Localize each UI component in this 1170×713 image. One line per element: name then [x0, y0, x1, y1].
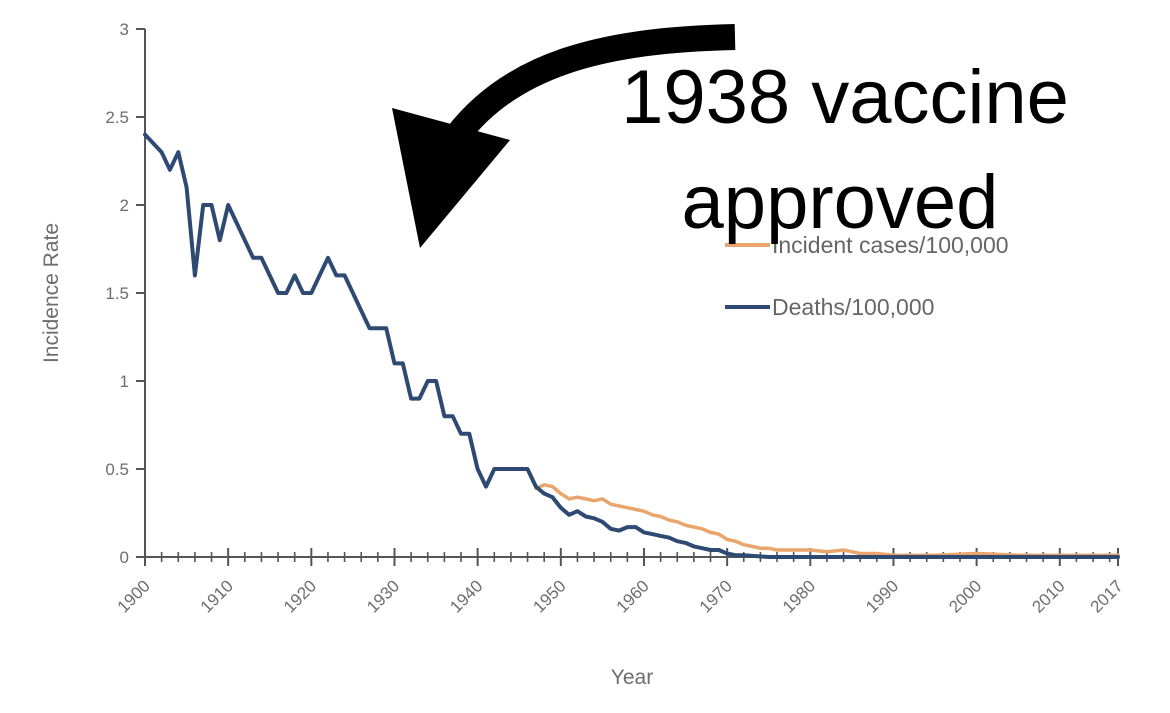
legend-label-incident-cases: Incident cases/100,000 — [772, 232, 1009, 258]
legend-label-deaths: Deaths/100,000 — [772, 294, 934, 320]
y-tick-label: 0 — [120, 548, 129, 567]
x-tick-label: 1970 — [696, 576, 736, 616]
series-line-deaths — [143, 132, 1120, 559]
x-tick-label: 2017 — [1087, 576, 1127, 616]
x-axis-title: Year — [611, 666, 653, 689]
x-tick-label: 2010 — [1028, 576, 1068, 616]
x-tick-label: 1940 — [446, 576, 486, 616]
y-ticks: 0 0.5 1 1.5 2 2.5 3 — [105, 20, 145, 567]
annotation-text-line-1: 1938 vaccine — [621, 55, 1069, 140]
y-tick-label: 1 — [120, 372, 129, 391]
curved-arrow-icon — [436, 24, 736, 158]
y-tick-label: 2 — [120, 196, 129, 215]
x-tick-label: 1960 — [613, 576, 653, 616]
vaccine-annotation: 1938 vaccine approved — [392, 24, 1069, 248]
y-axis-title: Incidence Rate — [40, 223, 63, 363]
x-tick-label: 1980 — [779, 576, 819, 616]
y-tick-label: 1.5 — [105, 284, 129, 303]
x-tick-label: 1920 — [280, 576, 320, 616]
y-tick-label: 0.5 — [105, 460, 129, 479]
y-tick-label: 3 — [120, 20, 129, 39]
x-tick-label: 2000 — [945, 576, 985, 616]
series-line-incident-cases — [534, 483, 1120, 557]
x-tick-label: 1950 — [529, 576, 569, 616]
x-tick-label: 1990 — [862, 576, 902, 616]
legend: Incident cases/100,000 Deaths/100,000 — [725, 232, 1009, 320]
x-tick-label: 1900 — [114, 576, 154, 616]
series-lines — [143, 132, 1120, 559]
x-tick-label: 1930 — [363, 576, 403, 616]
annotation-text-line-2: approved — [682, 160, 999, 245]
y-tick-label: 2.5 — [105, 108, 129, 127]
arrow-head-icon — [392, 108, 510, 248]
x-tick-label: 1910 — [197, 576, 237, 616]
